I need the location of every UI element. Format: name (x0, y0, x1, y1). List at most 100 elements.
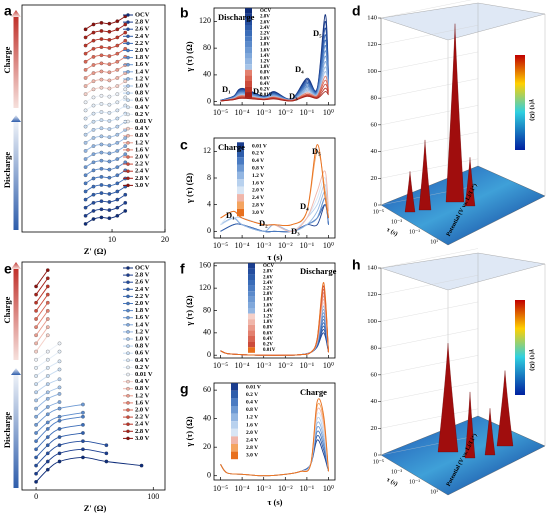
y-tick-label: 40 (203, 70, 211, 79)
plot-frame (21, 261, 166, 491)
data-point (34, 463, 38, 468)
legend-label: 2.4 V (135, 421, 150, 428)
legend-label: 0.6 V (135, 97, 150, 104)
legend-marker (126, 436, 130, 441)
surface-peak (484, 408, 496, 456)
data-point (83, 35, 88, 40)
data-point (34, 431, 38, 435)
legend-swatch (248, 308, 255, 314)
data-point (99, 61, 104, 66)
data-point (123, 144, 128, 148)
legend-label: 0.4 V (135, 104, 150, 111)
panel-title: Charge (300, 387, 327, 397)
data-point (99, 37, 104, 41)
data-point (34, 455, 38, 460)
plot-frame (213, 262, 336, 359)
annotation: D₅ (313, 28, 322, 38)
legend-label: 2.6V (260, 20, 270, 25)
legend-swatch (248, 313, 255, 320)
y-tick-label: 8 (207, 173, 211, 182)
legend-label: 0.01 V (252, 143, 267, 149)
legend-label: 0.6V (260, 76, 270, 81)
series-line (35, 424, 84, 450)
data-point (99, 85, 104, 90)
data-point (99, 45, 104, 49)
y-tick-label: 80 (203, 43, 211, 52)
legend-marker (126, 287, 130, 292)
legend-marker (126, 70, 130, 74)
x-tick-label: 10⁻⁵ (213, 108, 228, 117)
data-point (104, 451, 109, 456)
surface-floor (380, 165, 546, 246)
data-point (115, 213, 120, 218)
annotation: D₁ (222, 84, 231, 94)
series-line (35, 432, 84, 458)
data-point (99, 142, 104, 147)
legend-marker (126, 27, 130, 31)
data-point (34, 414, 38, 419)
y-tick-label: 120 (199, 16, 211, 25)
x-tick-label: 10⁰ (323, 361, 334, 370)
legend-swatch (231, 444, 238, 452)
data-point (123, 200, 128, 205)
x-tick-label: 10⁻¹ (300, 108, 315, 117)
legend-label: 1.6 V (135, 399, 150, 406)
x-tick-label: 10⁻⁵ (213, 361, 228, 370)
legend-swatch (237, 179, 244, 187)
surface-peak (464, 391, 476, 459)
x-axis-label: τ (s) (267, 252, 282, 262)
data-point (91, 119, 96, 124)
surface-peak (418, 139, 432, 211)
x-tick-label: 10⁰ (323, 484, 334, 493)
data-point (91, 71, 96, 75)
data-point (83, 100, 88, 105)
data-point (81, 455, 85, 460)
legend-label: OCV (135, 11, 150, 18)
data-point (91, 209, 96, 213)
legend-swatch (245, 92, 252, 98)
series-group (220, 144, 329, 233)
y-tick-label: 20 (203, 442, 211, 451)
arrow-head (11, 368, 21, 375)
data-point (99, 215, 104, 220)
data-point (34, 447, 38, 452)
legend-label: 2.2 V (135, 414, 150, 421)
panel-label: h (352, 257, 361, 273)
x-axis-label: τ (s) (267, 497, 282, 507)
series-group (34, 268, 144, 484)
legend-marker (126, 126, 130, 131)
data-point (45, 374, 50, 378)
legend-marker (126, 155, 130, 159)
series-line (220, 398, 329, 477)
legend-marker (126, 415, 130, 419)
y-tick-label: 0 (207, 350, 211, 359)
legend-marker (126, 91, 130, 95)
data-point (83, 59, 88, 64)
legend-label: 0.8 V (135, 132, 150, 139)
data-point (83, 108, 88, 113)
legend-label: 0.4 V (135, 125, 150, 132)
legend-swatch (245, 58, 252, 65)
annotation: D₂ (259, 218, 268, 228)
legend-label: 1.8 V (135, 54, 150, 61)
x-tick-label: 10⁰ (323, 108, 334, 117)
legend-swatch (245, 36, 252, 42)
legend-swatch (245, 75, 252, 81)
data-point (45, 420, 50, 425)
legend-label: 0.01 V (135, 371, 153, 378)
legend-marker (126, 20, 130, 24)
panel-label: a (4, 3, 12, 19)
x-tick-label: 10⁻⁴ (235, 108, 250, 117)
annotation: D₅ (312, 146, 321, 156)
legend-label: 0.2 V (246, 392, 258, 398)
data-point (107, 111, 112, 115)
data-point (115, 84, 120, 88)
legend-label: 1.0 V (135, 335, 150, 342)
grid-line (380, 301, 479, 322)
x-tick-label: 10⁻¹ (300, 241, 315, 250)
legend-marker (126, 266, 130, 270)
legend-swatch (245, 19, 252, 25)
legend-marker (126, 48, 130, 53)
legend-label: 3.0 V (246, 453, 258, 459)
